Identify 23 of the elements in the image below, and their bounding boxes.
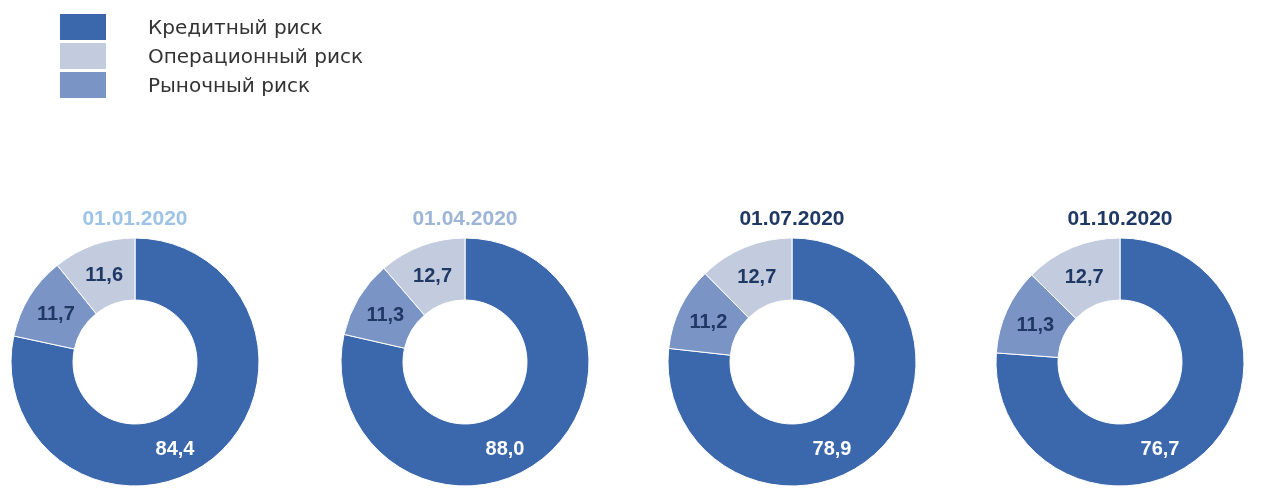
data-label: 76,7 <box>1140 437 1180 459</box>
donut-slice <box>10 237 260 487</box>
legend-label: Рыночный риск <box>148 73 310 97</box>
legend-label: Кредитный риск <box>148 15 323 39</box>
chart-title: 01.10.2020 <box>1067 206 1173 229</box>
donut-slice <box>667 237 917 487</box>
donut-slice <box>995 237 1245 487</box>
data-label: 12,7 <box>737 264 777 287</box>
data-label: 11,6 <box>85 263 124 286</box>
data-label: 11,3 <box>1016 312 1055 335</box>
data-label: 11,3 <box>366 303 405 326</box>
text: 01.01.2020 <box>82 206 188 229</box>
data-label: 84,4 <box>155 437 196 459</box>
data-label: 12,7 <box>1064 265 1104 288</box>
data-label: 11,7 <box>36 302 75 325</box>
legend-label: Операционный риск <box>148 44 363 68</box>
chart-title: 01.04.2020 <box>412 206 518 229</box>
data-label: 11,2 <box>689 310 728 333</box>
data-label: 12,7 <box>413 263 453 286</box>
donut-slice <box>340 237 590 487</box>
chart-title: 01.07.2020 <box>739 206 845 229</box>
data-label: 88,0 <box>485 437 525 459</box>
data-label: 78,9 <box>812 437 852 459</box>
